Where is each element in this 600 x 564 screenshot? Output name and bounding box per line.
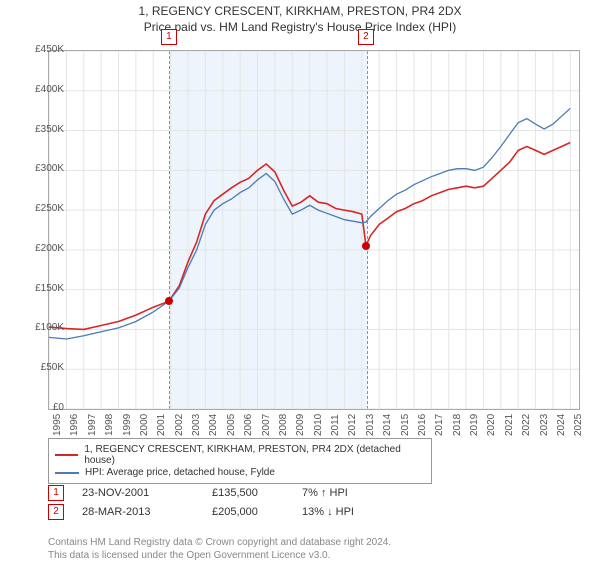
x-axis-label: 1996 — [69, 414, 80, 436]
legend-item-property: 1, REGENCY CRESCENT, KIRKHAM, PRESTON, P… — [55, 444, 425, 466]
sale-row: 2 28-MAR-2013 £205,000 13% ↓ HPI — [48, 504, 392, 520]
x-axis-label: 2015 — [400, 414, 411, 436]
x-axis-label: 1997 — [87, 414, 98, 436]
y-axis-label: £100K — [20, 322, 64, 333]
x-axis-label: 2011 — [330, 414, 341, 436]
sale-hpi-delta: 13% ↓ HPI — [302, 506, 392, 518]
x-axis-label: 2000 — [139, 414, 150, 436]
x-axis-label: 2005 — [226, 414, 237, 436]
sale-index-badge: 2 — [48, 504, 64, 520]
legend-item-hpi: HPI: Average price, detached house, Fyld… — [55, 467, 425, 478]
x-axis-label: 2010 — [313, 414, 324, 436]
y-axis-label: £0 — [20, 402, 64, 413]
x-axis-label: 2012 — [347, 414, 358, 436]
sale-marker-badge: 1 — [161, 29, 177, 45]
x-axis-label: 2020 — [486, 414, 497, 436]
sale-price: £205,000 — [212, 506, 302, 518]
sale-price: £135,500 — [212, 487, 302, 499]
x-axis-label: 2018 — [452, 414, 463, 436]
x-axis-label: 2017 — [434, 414, 445, 436]
sale-dot — [165, 297, 173, 305]
x-axis-label: 2023 — [539, 414, 550, 436]
y-axis-label: £50K — [20, 362, 64, 373]
sale-date: 28-MAR-2013 — [82, 506, 212, 518]
sale-index-badge: 1 — [48, 485, 64, 501]
x-axis-label: 2004 — [208, 414, 219, 436]
sale-hpi-delta: 7% ↑ HPI — [302, 487, 392, 499]
sale-marker-badge: 2 — [358, 29, 374, 45]
x-axis-label: 2008 — [278, 414, 289, 436]
chart-svg — [49, 51, 579, 409]
sale-row: 1 23-NOV-2001 £135,500 7% ↑ HPI — [48, 485, 392, 501]
x-axis-label: 2002 — [174, 414, 185, 436]
y-axis-label: £350K — [20, 124, 64, 135]
legend-swatch — [55, 472, 79, 474]
x-axis-label: 1999 — [122, 414, 133, 436]
x-axis-label: 2021 — [504, 414, 515, 436]
x-axis-label: 2014 — [382, 414, 393, 436]
y-axis-label: £150K — [20, 283, 64, 294]
x-axis-label: 2013 — [365, 414, 376, 436]
x-axis-label: 2001 — [156, 414, 167, 436]
title-line-2: Price paid vs. HM Land Registry's House … — [0, 20, 600, 34]
y-axis-label: £200K — [20, 243, 64, 254]
x-axis-label: 1995 — [52, 414, 63, 436]
sales-list: 1 23-NOV-2001 £135,500 7% ↑ HPI 2 28-MAR… — [48, 482, 392, 523]
chart-container: 1, REGENCY CRESCENT, KIRKHAM, PRESTON, P… — [0, 4, 600, 564]
y-axis-label: £300K — [20, 163, 64, 174]
footer: Contains HM Land Registry data © Crown c… — [48, 536, 391, 562]
x-axis-label: 2022 — [521, 414, 532, 436]
x-axis-label: 2007 — [261, 414, 272, 436]
x-axis-label: 2024 — [556, 414, 567, 436]
legend-label: HPI: Average price, detached house, Fyld… — [85, 467, 275, 478]
x-axis-label: 1998 — [104, 414, 115, 436]
x-axis-label: 2025 — [573, 414, 584, 436]
x-axis-label: 2019 — [469, 414, 480, 436]
legend-swatch — [55, 454, 78, 456]
x-axis-label: 2006 — [243, 414, 254, 436]
legend-label: 1, REGENCY CRESCENT, KIRKHAM, PRESTON, P… — [84, 444, 425, 466]
x-axis-label: 2009 — [295, 414, 306, 436]
plot-area: 12 — [48, 50, 580, 410]
y-axis-label: £250K — [20, 203, 64, 214]
legend: 1, REGENCY CRESCENT, KIRKHAM, PRESTON, P… — [48, 438, 432, 484]
x-axis-label: 2003 — [191, 414, 202, 436]
sale-dot — [362, 242, 370, 250]
title-line-1: 1, REGENCY CRESCENT, KIRKHAM, PRESTON, P… — [0, 4, 600, 18]
footer-line-2: This data is licensed under the Open Gov… — [48, 549, 391, 562]
y-axis-label: £450K — [20, 44, 64, 55]
y-axis-label: £400K — [20, 84, 64, 95]
x-axis-label: 2016 — [417, 414, 428, 436]
footer-line-1: Contains HM Land Registry data © Crown c… — [48, 536, 391, 549]
sale-date: 23-NOV-2001 — [82, 487, 212, 499]
